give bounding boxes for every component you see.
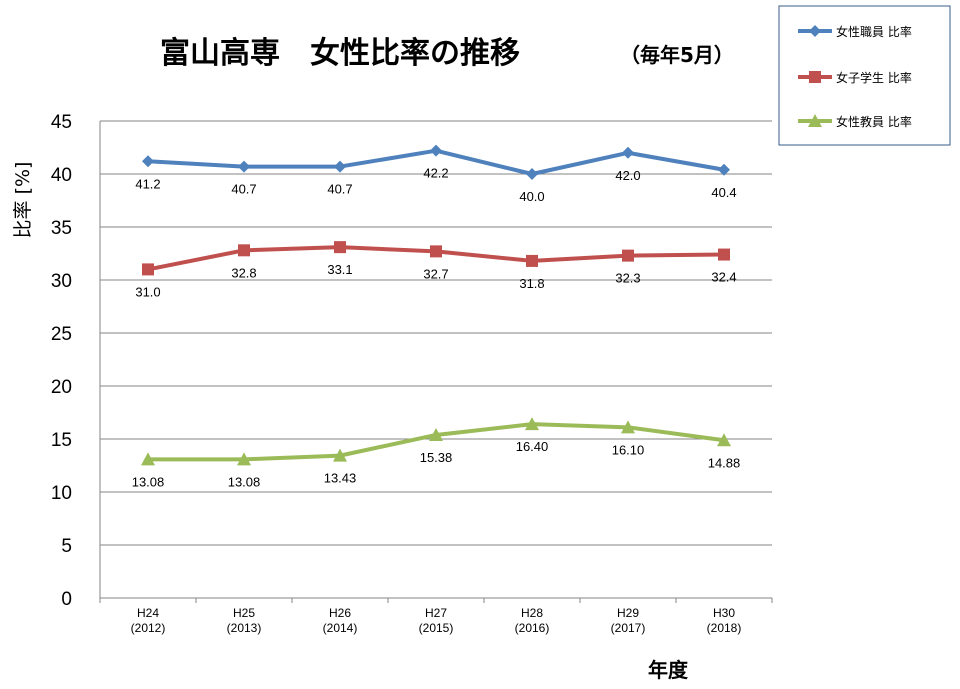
data-point [142, 155, 154, 168]
data-label: 40.7 [327, 182, 352, 197]
y-tick-label: 25 [51, 324, 72, 345]
legend-item: 女子学生 比率 [798, 70, 912, 85]
x-tick-label: H30 (2018) [707, 606, 742, 635]
data-label: 13.08 [132, 474, 165, 489]
data-label: 14.88 [708, 455, 741, 470]
y-tick-label: 30 [51, 271, 72, 292]
x-tick-label: H24 (2012) [131, 606, 166, 635]
data-point [718, 248, 730, 261]
legend-marker [809, 25, 821, 37]
chart-subtitle: （毎年5月） [620, 43, 734, 67]
chart-title: 富山高専 女性比率の推移 [160, 36, 520, 71]
data-point [718, 163, 730, 176]
data-point [621, 420, 635, 434]
data-point [430, 245, 442, 258]
y-tick-label: 45 [51, 112, 72, 133]
y-tick-label: 20 [51, 377, 72, 398]
data-label: 32.8 [231, 265, 256, 280]
data-point [141, 452, 155, 466]
data-label: 31.8 [519, 276, 544, 291]
y-axis-label: 比率 [%] [12, 162, 34, 239]
x-axis-label: 年度 [648, 658, 689, 682]
y-tick-label: 35 [51, 218, 72, 239]
x-tick-label: H29 (2017) [611, 606, 646, 635]
data-point [142, 263, 154, 276]
legend-label: 女性教員 比率 [836, 114, 912, 129]
data-label: 40.4 [711, 185, 736, 200]
data-label: 32.3 [615, 271, 640, 286]
legend-label: 女性職員 比率 [836, 24, 912, 39]
data-label: 42.2 [423, 166, 448, 181]
data-point [526, 168, 538, 180]
y-tick-label: 15 [51, 430, 72, 451]
data-label: 32.7 [423, 266, 448, 281]
data-point [238, 244, 250, 257]
y-tick-label: 40 [51, 165, 72, 186]
data-label: 32.4 [711, 270, 736, 285]
data-label: 42.0 [615, 168, 640, 183]
data-point [237, 452, 251, 466]
data-label: 13.43 [324, 471, 357, 486]
data-point [333, 448, 347, 462]
data-point [334, 160, 346, 173]
data-point [334, 241, 346, 254]
legend-marker [808, 114, 822, 127]
data-label: 15.38 [420, 450, 453, 465]
data-point [430, 144, 442, 157]
data-label: 33.1 [327, 262, 352, 277]
data-label: 31.0 [135, 284, 160, 299]
y-tick-label: 0 [61, 589, 72, 610]
data-point [622, 249, 634, 262]
data-label: 40.7 [231, 182, 256, 197]
y-tick-label: 5 [61, 536, 72, 557]
data-point [525, 417, 539, 431]
data-label: 41.2 [135, 176, 160, 191]
y-tick-label: 10 [51, 483, 72, 504]
series-2: 31.0 32.8 33.1 32.7 31.8 32.3 32.4 [135, 241, 737, 299]
x-tick-label: H26 (2014) [323, 606, 358, 635]
x-tick-label: H25 (2013) [227, 606, 262, 635]
data-label: 16.40 [516, 439, 549, 454]
data-point [429, 427, 443, 441]
data-label: 40.0 [519, 189, 544, 204]
series-1: 41.2 40.7 40.7 42.2 40.0 42.0 40.4 [135, 144, 737, 204]
data-point [238, 160, 250, 173]
data-label: 16.10 [612, 442, 645, 457]
legend-label: 女子学生 比率 [836, 70, 912, 85]
x-tick-label: H27 (2015) [419, 606, 454, 635]
series-3: 13.08 13.08 13.43 15.38 16.40 16.10 14.88 [132, 417, 741, 489]
x-tick-label: H28 (2016) [515, 606, 550, 635]
data-label: 13.08 [228, 474, 261, 489]
data-point [622, 146, 634, 159]
legend-item: 女性教員 比率 [798, 114, 912, 129]
legend-item: 女性職員 比率 [798, 24, 912, 39]
plot-area: 0 5 10 15 20 25 30 35 40 45 H24 (2012) H25 (2013) H26(… [51, 112, 773, 635]
data-point [526, 254, 538, 267]
legend-marker [809, 71, 821, 83]
data-point [717, 433, 731, 447]
